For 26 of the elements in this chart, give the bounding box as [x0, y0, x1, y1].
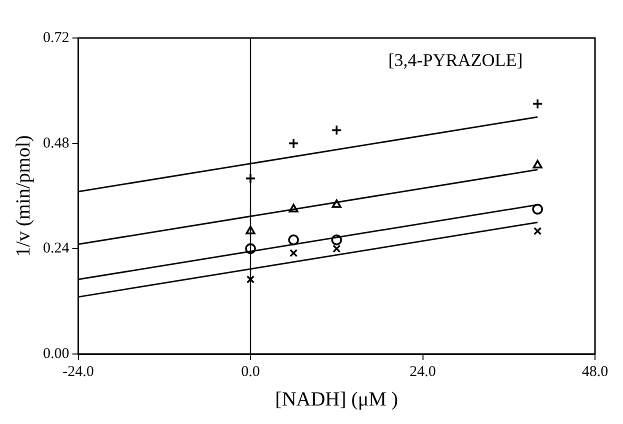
- x-tick-label: 48.0: [582, 364, 608, 380]
- x-axis-title: [NADH] (μM ): [275, 388, 398, 410]
- point: [246, 226, 256, 234]
- y-tick-label: 0.00: [43, 346, 70, 362]
- point: [332, 199, 342, 208]
- point: [288, 138, 299, 149]
- y-tick-label: 0.72: [43, 30, 70, 46]
- point: [288, 204, 298, 212]
- point: [289, 248, 298, 258]
- point: [332, 244, 341, 253]
- y-axis-title: 1/v (min/pmol): [12, 135, 34, 257]
- y-tick-label: 0.48: [43, 135, 70, 152]
- point: [331, 234, 342, 246]
- point: [288, 234, 299, 246]
- x-tick-label: 24.0: [410, 364, 436, 380]
- point: [245, 243, 256, 254]
- annotation: [3,4-PYRAZOLE]: [388, 50, 523, 70]
- y-tick-label: 0.24: [43, 240, 70, 257]
- x-tick-label: -24.0: [62, 364, 94, 380]
- point: [246, 275, 255, 284]
- x-tick-label: 0.0: [241, 364, 260, 380]
- point: [532, 98, 543, 110]
- point: [532, 160, 542, 168]
- point: [331, 124, 342, 136]
- point: [534, 227, 542, 236]
- point: [532, 204, 543, 215]
